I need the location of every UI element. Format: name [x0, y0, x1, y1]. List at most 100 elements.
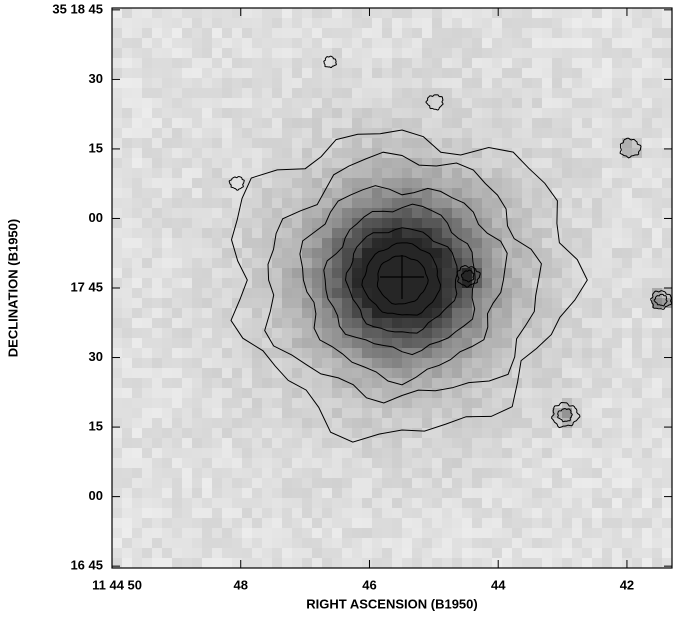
- pixel: [602, 448, 612, 458]
- pixel: [352, 178, 362, 188]
- pixel: [242, 118, 252, 128]
- x-tick-label: 46: [362, 577, 376, 592]
- pixel: [302, 168, 312, 178]
- pixel: [172, 458, 182, 468]
- pixel: [522, 458, 532, 468]
- pixel: [232, 318, 242, 328]
- pixel: [632, 468, 642, 478]
- pixel: [152, 258, 162, 268]
- pixel: [282, 138, 292, 148]
- pixel: [642, 328, 652, 338]
- pixel: [442, 98, 452, 108]
- pixel: [242, 18, 252, 28]
- pixel: [562, 538, 572, 548]
- pixel: [262, 368, 272, 378]
- pixel: [162, 518, 172, 528]
- pixel: [272, 58, 282, 68]
- pixel: [232, 448, 242, 458]
- pixel: [262, 308, 272, 318]
- pixel: [242, 228, 252, 238]
- pixel: [242, 88, 252, 98]
- pixel: [272, 38, 282, 48]
- pixel: [462, 558, 472, 568]
- pixel: [162, 28, 172, 38]
- pixel: [472, 388, 482, 398]
- pixel: [362, 18, 372, 28]
- pixel: [232, 388, 242, 398]
- pixel: [372, 218, 382, 228]
- pixel: [142, 208, 152, 218]
- pixel: [212, 538, 222, 548]
- pixel: [412, 248, 422, 258]
- pixel: [622, 338, 632, 348]
- pixel: [532, 558, 542, 568]
- pixel: [492, 248, 502, 258]
- pixel: [232, 28, 242, 38]
- pixel: [632, 158, 642, 168]
- pixel: [492, 68, 502, 78]
- pixel: [132, 188, 142, 198]
- pixel: [292, 348, 302, 358]
- pixel: [632, 98, 642, 108]
- pixel: [402, 458, 412, 468]
- pixel: [512, 528, 522, 538]
- pixel: [192, 438, 202, 448]
- pixel: [112, 28, 122, 38]
- pixel: [272, 488, 282, 498]
- pixel: [322, 118, 332, 128]
- contour: [230, 129, 588, 443]
- pixel: [212, 238, 222, 248]
- pixel: [332, 218, 342, 228]
- pixel: [312, 118, 322, 128]
- pixel: [122, 68, 132, 78]
- pixel: [452, 558, 462, 568]
- pixel: [392, 328, 402, 338]
- pixel: [512, 28, 522, 38]
- pixel: [232, 398, 242, 408]
- pixel: [452, 398, 462, 408]
- pixel: [262, 208, 272, 218]
- pixel: [132, 98, 142, 108]
- pixel: [492, 418, 502, 428]
- pixel: [432, 18, 442, 28]
- pixel: [482, 8, 492, 18]
- pixel: [142, 168, 152, 178]
- pixel: [312, 498, 322, 508]
- pixel: [132, 18, 142, 28]
- pixel: [602, 558, 612, 568]
- pixel: [352, 78, 362, 88]
- pixel: [242, 208, 252, 218]
- pixel: [562, 58, 572, 68]
- pixel: [292, 478, 302, 488]
- pixel: [262, 448, 272, 458]
- pixel: [412, 458, 422, 468]
- pixel: [632, 118, 642, 128]
- pixel: [162, 248, 172, 258]
- pixel: [222, 48, 232, 58]
- pixel: [152, 218, 162, 228]
- pixel: [492, 498, 502, 508]
- pixel: [342, 408, 352, 418]
- pixel: [282, 438, 292, 448]
- pixel: [142, 218, 152, 228]
- pixel: [362, 8, 372, 18]
- pixel: [272, 318, 282, 328]
- pixel: [522, 518, 532, 528]
- pixel: [662, 198, 672, 208]
- pixel: [512, 248, 522, 258]
- pixel: [532, 338, 542, 348]
- pixel: [122, 208, 132, 218]
- pixel: [572, 268, 582, 278]
- pixel: [162, 298, 172, 308]
- pixel: [232, 428, 242, 438]
- pixel: [402, 498, 412, 508]
- pixel: [502, 428, 512, 438]
- pixel: [282, 558, 292, 568]
- pixel: [132, 238, 142, 248]
- pixel: [222, 218, 232, 228]
- pixel: [112, 128, 122, 138]
- pixel: [592, 198, 602, 208]
- pixel: [612, 328, 622, 338]
- pixel: [222, 358, 232, 368]
- pixel: [462, 418, 472, 428]
